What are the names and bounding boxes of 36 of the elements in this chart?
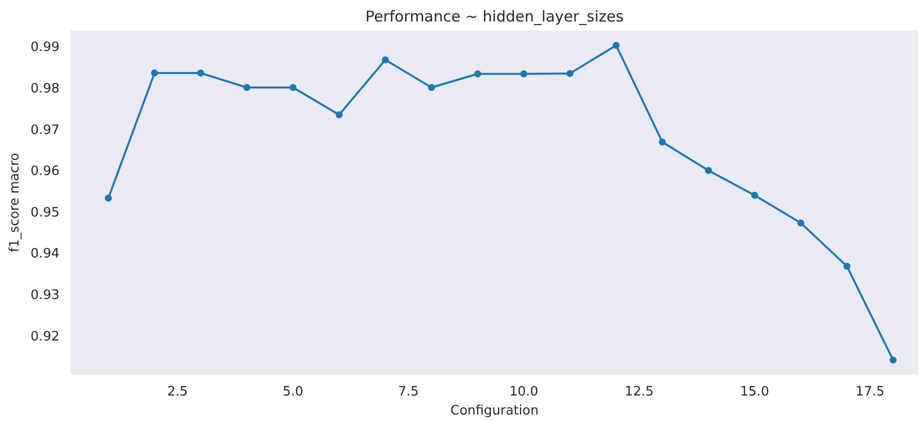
point: [290, 84, 296, 91]
point: [658, 138, 666, 146]
x-tick-label: 12.5: [624, 384, 654, 400]
y-tick-label: 0.94: [30, 246, 60, 262]
x-tick-label: 15.0: [740, 384, 770, 400]
point: [151, 70, 158, 77]
point: [520, 70, 528, 78]
point: [474, 70, 482, 78]
point: [566, 70, 574, 77]
point: [382, 56, 389, 64]
y-tick-label: 0.97: [30, 122, 60, 138]
point: [336, 111, 343, 118]
point: [704, 167, 712, 174]
y-axis-title: f1_score macro: [8, 152, 23, 252]
point: [890, 356, 897, 364]
point: [428, 84, 435, 91]
chart-title: Performance ~ hidden_layer_sizes: [365, 8, 624, 26]
point: [612, 42, 620, 49]
point: [197, 70, 204, 77]
x-tick-label: 10.0: [509, 384, 538, 400]
point: [104, 194, 112, 202]
point: [843, 262, 850, 270]
y-tick-label: 0.99: [30, 40, 60, 56]
x-tick-label: 2.5: [167, 384, 188, 400]
x-tick-label: 5.0: [282, 384, 304, 400]
point: [751, 192, 758, 199]
y-tick-label: 0.93: [30, 288, 60, 303]
y-tick-label: 0.98: [30, 81, 60, 96]
point: [243, 84, 250, 91]
y-tick-label: 0.95: [30, 205, 60, 220]
point: [797, 219, 804, 226]
x-tick-label: 17.5: [856, 384, 885, 400]
x-axis-title: Configuration: [450, 404, 539, 418]
y-tick-label: 0.92: [30, 329, 60, 344]
y-tick-label: 0.96: [30, 164, 60, 180]
x-tick-label: 7.5: [398, 384, 419, 400]
